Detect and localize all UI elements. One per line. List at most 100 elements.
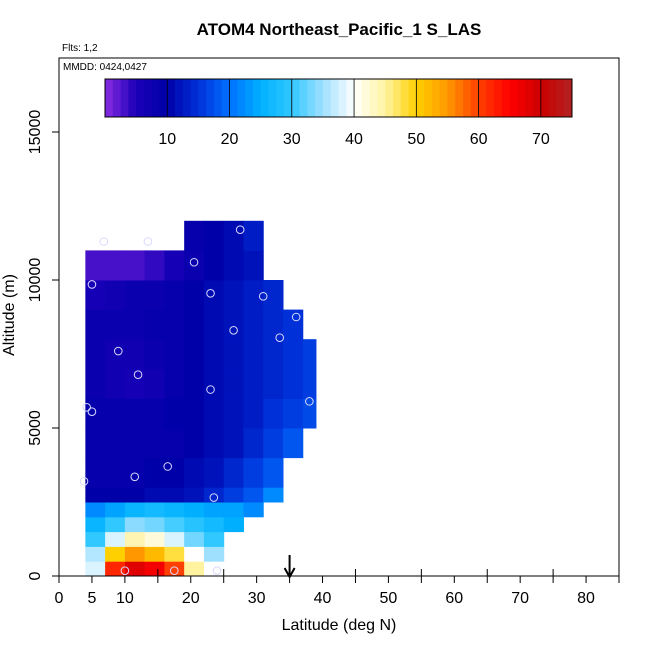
heatmap-cell xyxy=(144,487,165,503)
data-point xyxy=(79,476,89,486)
heatmap-cell xyxy=(263,487,284,503)
heatmap-cell xyxy=(124,561,146,577)
colorbar: 10 20 30 40 50 60 70 xyxy=(104,78,573,148)
heatmap-cell xyxy=(105,516,126,533)
data-point xyxy=(305,397,314,406)
colorbar-frame xyxy=(104,78,573,118)
colorbar-segment xyxy=(307,79,316,117)
heatmap-cell xyxy=(105,250,126,281)
colorbar-segment xyxy=(299,79,308,117)
colorbar-segment xyxy=(517,79,526,117)
colorbar-segment xyxy=(175,79,184,117)
x-tick-label: 60 xyxy=(445,590,463,607)
heatmap-cell xyxy=(184,368,205,399)
heatmap-cell xyxy=(105,502,126,518)
heatmap-cell xyxy=(263,339,284,370)
flights-label: Flts: 1,2 xyxy=(62,43,98,54)
heatmap-cell xyxy=(144,516,165,533)
heatmap-cell xyxy=(85,502,106,518)
x-tick-label: 50 xyxy=(380,590,398,607)
colorbar-segment xyxy=(315,79,324,117)
heatmap-cell xyxy=(85,250,106,281)
colorbar-tick-label: 40 xyxy=(345,131,363,148)
latitude-marker-arrow xyxy=(283,555,296,580)
data-point xyxy=(275,333,285,343)
colorbar-segment xyxy=(548,79,557,117)
data-point xyxy=(206,289,215,298)
heatmap-cell xyxy=(203,428,225,459)
heatmap-cell xyxy=(105,368,126,399)
plot-frame xyxy=(58,57,620,577)
colorbar-segment xyxy=(369,79,378,117)
colorbar-segment xyxy=(377,79,386,117)
heatmap-cell xyxy=(243,280,264,311)
colorbar-segment xyxy=(182,79,192,117)
heatmap-cell xyxy=(124,531,146,547)
heatmap-cell xyxy=(85,368,106,399)
y-axis: 0 5000 10000 15000 xyxy=(27,110,59,580)
heatmap-cell xyxy=(263,368,284,399)
colorbar-segment xyxy=(128,79,137,117)
colorbar-segment xyxy=(151,79,160,117)
colorbar-segment xyxy=(276,79,285,117)
heatmap-cell xyxy=(203,339,225,370)
data-point xyxy=(235,225,245,234)
heatmap-cell xyxy=(144,339,165,370)
heatmap-cell xyxy=(263,457,284,488)
heatmap-cell xyxy=(302,398,317,429)
heatmap-cell xyxy=(223,428,244,459)
heatmap-cell xyxy=(223,220,244,251)
heatmap-field xyxy=(85,220,317,577)
heatmap-cell xyxy=(223,502,244,518)
heatmap-cell xyxy=(105,561,126,577)
heatmap-cell xyxy=(223,457,244,488)
heatmap-cell xyxy=(164,516,185,533)
heatmap-cell xyxy=(243,398,264,429)
heatmap-cell xyxy=(223,250,244,281)
heatmap-cell xyxy=(243,368,264,399)
heatmap-cell xyxy=(144,546,165,562)
heatmap-cell xyxy=(302,339,317,370)
heatmap-cell xyxy=(105,309,126,340)
colorbar-segment xyxy=(439,79,448,117)
colorbar-segment xyxy=(159,79,168,117)
data-point xyxy=(82,402,91,412)
heatmap-cell xyxy=(105,531,126,547)
data-point xyxy=(87,407,97,417)
data-point xyxy=(209,493,219,502)
heatmap-cell xyxy=(184,398,205,429)
heatmap-cell xyxy=(85,531,106,547)
heatmap-cell xyxy=(164,398,185,429)
heatmap-cell xyxy=(223,487,244,503)
data-point xyxy=(189,257,199,267)
x-tick-label: 5 xyxy=(87,590,96,607)
heatmap-cell xyxy=(223,339,244,370)
heatmap-cell xyxy=(283,309,304,340)
heatmap-cell xyxy=(85,339,106,370)
colorbar-segment xyxy=(408,79,417,117)
heatmap-cell xyxy=(184,531,205,547)
heatmap-cell xyxy=(144,502,165,518)
colorbar-tick-label: 60 xyxy=(470,131,488,148)
heatmap-cell xyxy=(243,309,264,340)
observation-points xyxy=(79,225,314,575)
x-tick-label: 20 xyxy=(182,590,200,607)
heatmap-cell xyxy=(184,516,205,533)
heatmap-cell xyxy=(243,487,264,503)
colorbar-tick-label: 20 xyxy=(221,131,239,148)
heatmap-cell xyxy=(144,398,165,429)
heatmap-cell xyxy=(85,516,106,533)
heatmap-cell xyxy=(203,457,225,488)
heatmap-cell xyxy=(124,516,146,533)
colorbar-segment xyxy=(556,79,565,117)
y-axis-label: Altitude (m) xyxy=(1,274,18,356)
heatmap-cell xyxy=(203,250,225,281)
colorbar-segment xyxy=(198,79,207,117)
heatmap-cell xyxy=(243,428,264,459)
data-point xyxy=(99,237,109,246)
colorbar-segment xyxy=(361,79,371,117)
heatmap-cell xyxy=(164,368,185,399)
heatmap-cell xyxy=(203,516,225,533)
heatmap-cell xyxy=(263,398,284,429)
